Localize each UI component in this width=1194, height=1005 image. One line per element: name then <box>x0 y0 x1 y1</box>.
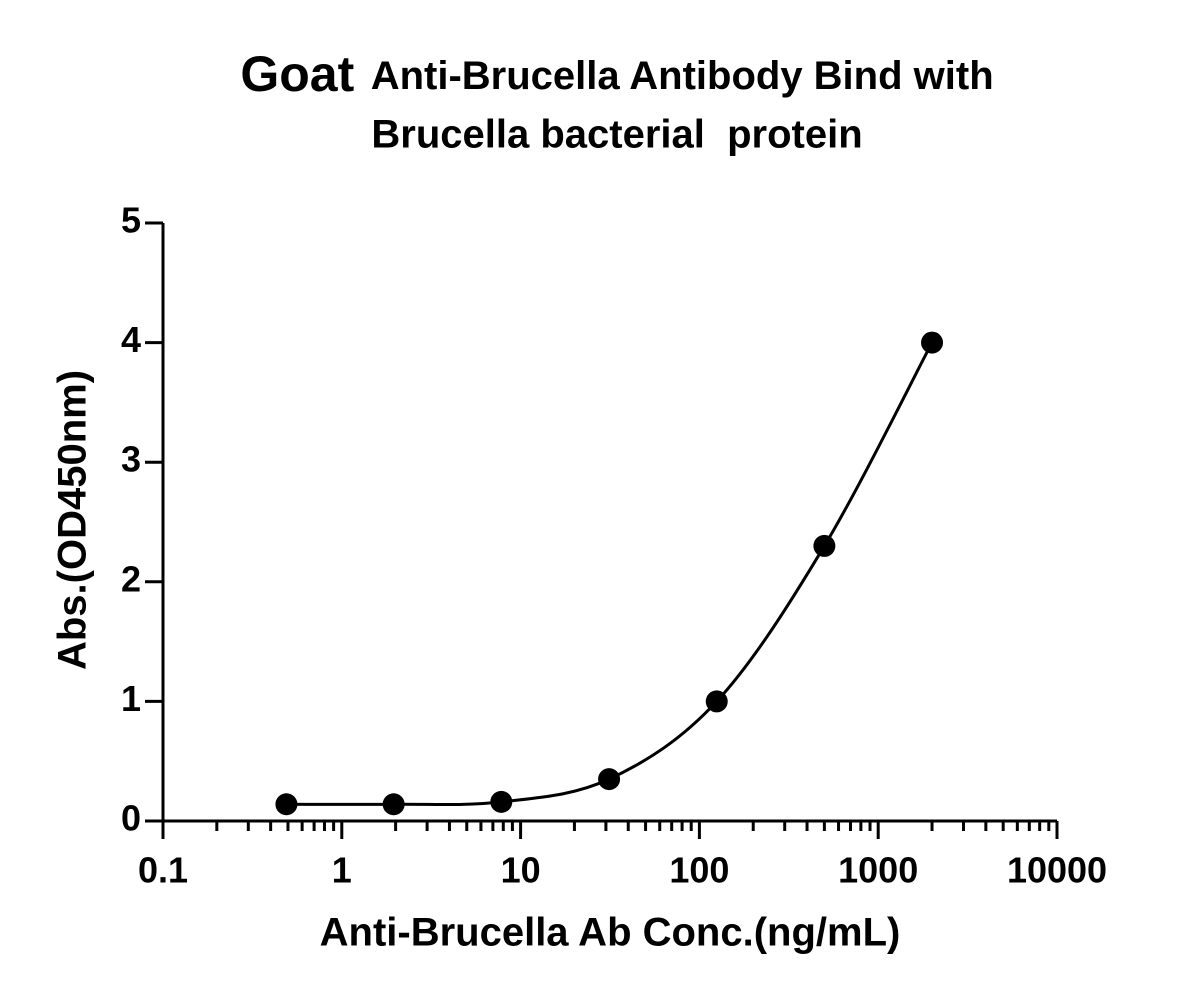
chart-title: Goat Anti-Brucella Antibody Bind with <box>240 46 993 102</box>
title-part: Goat <box>240 46 354 102</box>
point <box>382 793 405 816</box>
point <box>705 690 728 713</box>
title-part: Anti-Brucella Antibody Bind with <box>371 54 994 98</box>
x-tick-label: 1 <box>332 850 352 891</box>
y-tick-label: 0 <box>121 798 141 839</box>
x-tick-label: 0.1 <box>138 850 188 891</box>
y-tick-label: 3 <box>121 439 141 480</box>
y-tick-label: 5 <box>121 200 141 241</box>
point <box>921 331 944 354</box>
x-tick-label: 10000 <box>1007 850 1107 891</box>
point <box>275 793 298 816</box>
point <box>598 768 621 791</box>
y-tick-label: 1 <box>121 678 141 719</box>
y-axis-title: Abs.(OD450nm) <box>51 370 95 670</box>
x-axis-title: Anti-Brucella Ab Conc.(ng/mL) <box>320 911 901 955</box>
chart-title: Brucella bacterial protein <box>371 113 862 157</box>
fit-curve <box>286 341 934 806</box>
point <box>490 790 513 813</box>
y-tick-label: 2 <box>121 558 141 599</box>
point <box>813 534 836 557</box>
x-tick-label: 1000 <box>838 850 918 891</box>
x-tick-label: 100 <box>669 850 729 891</box>
x-tick-label: 10 <box>501 850 541 891</box>
y-tick-label: 4 <box>121 319 141 360</box>
